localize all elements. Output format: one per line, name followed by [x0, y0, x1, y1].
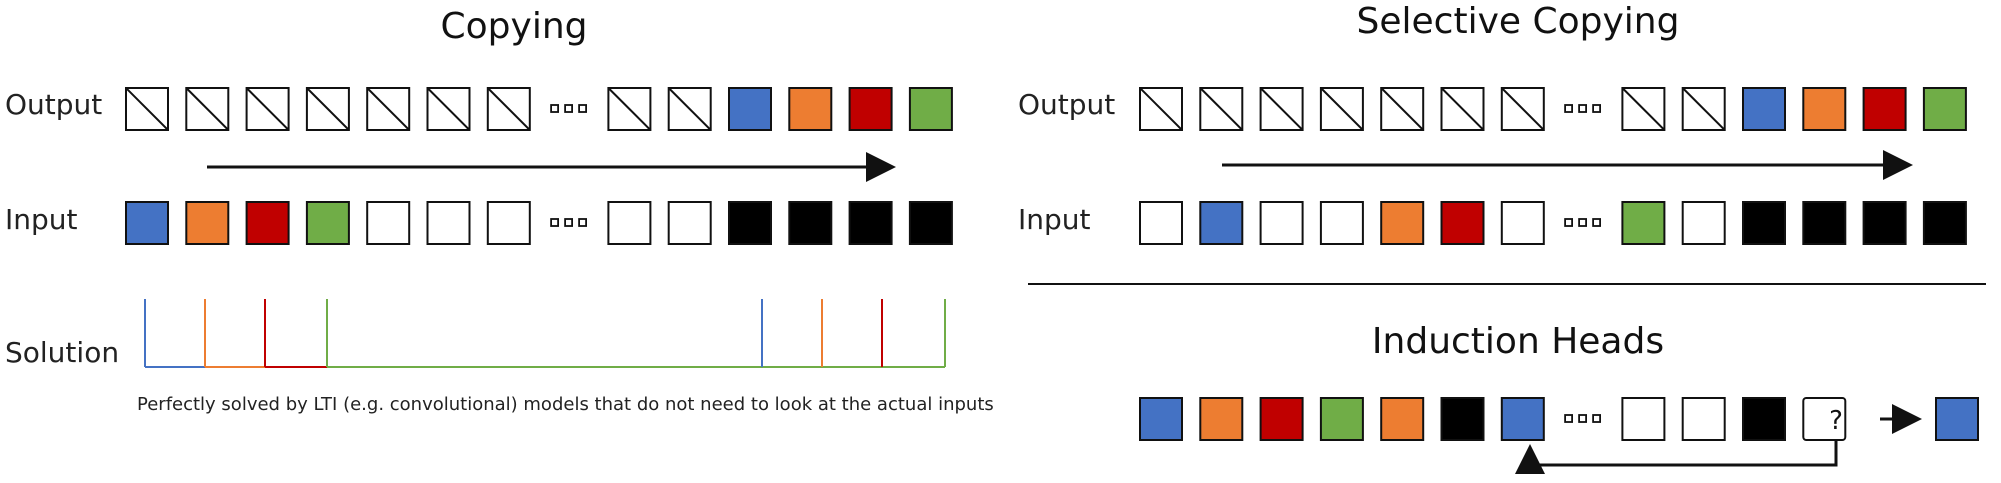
masked-slash [426, 87, 471, 131]
masked-slash [1440, 87, 1485, 131]
masked-slash [245, 87, 290, 131]
masked-slash [306, 87, 350, 131]
masked-slash [1621, 87, 1666, 131]
ellipsis-dots [1564, 218, 1601, 227]
selective-input-token-white [1500, 201, 1545, 245]
selective-input-label: Input [1018, 203, 1091, 236]
masked-slash [1681, 87, 1726, 131]
copying-output-token-red [848, 87, 893, 131]
selective-input-token-white [1259, 201, 1304, 245]
selective-input-row [1139, 201, 1967, 245]
copying-input-token-white [426, 201, 471, 245]
copying-output-token-green [908, 87, 953, 131]
masked-slash [1139, 87, 1183, 131]
copying-output-token-blue [728, 87, 772, 131]
induction-lookback-arrow [1515, 440, 1838, 474]
copying-input-label: Input [5, 203, 78, 236]
ellipsis-dots [550, 104, 587, 113]
masked-slash [487, 87, 531, 131]
copying-input-token-white [667, 201, 712, 245]
copying-input-token-white [607, 201, 652, 245]
induction-token-blue [1139, 397, 1183, 441]
induction-token-white [1681, 397, 1726, 441]
copying-input-token-black [788, 201, 833, 245]
induction-heads-title: Induction Heads [1372, 321, 1664, 362]
induction-token-red [1259, 397, 1304, 441]
selective-output-row [1139, 87, 1967, 131]
copying-input-token-white [366, 201, 411, 245]
masked-slash [1320, 87, 1364, 131]
induction-token-black [1742, 397, 1786, 441]
induction-token-white [1621, 397, 1666, 441]
induction-answer-token [1935, 397, 1979, 441]
masked-slash [1380, 87, 1424, 131]
ellipsis-dots [1564, 414, 1601, 423]
copying-input-row [125, 201, 953, 245]
masked-slash [1259, 87, 1304, 131]
induction-token-black [1440, 397, 1485, 441]
selective-output-token-red [1862, 87, 1907, 131]
selective-copying-title: Selective Copying [1357, 1, 1680, 42]
induction-token-query [1802, 397, 1847, 441]
copying-input-token-black [908, 201, 953, 245]
copying-input-token-green [305, 201, 350, 245]
selective-input-token-red [1440, 201, 1485, 245]
copying-output-row [125, 87, 953, 131]
selective-input-token-black [1922, 201, 1967, 245]
selective-input-token-orange [1380, 201, 1425, 245]
masked-slash [1501, 87, 1545, 131]
copying-input-token-orange [185, 201, 230, 245]
copying-title: Copying [441, 6, 588, 47]
masked-slash [607, 87, 652, 131]
selective-input-token-black [1742, 201, 1786, 245]
ellipsis-dots [1564, 104, 1601, 113]
induction-token-orange [1199, 397, 1244, 441]
masked-slash [125, 87, 169, 131]
selective-input-token-blue [1199, 201, 1244, 245]
selective-output-token-blue [1742, 87, 1786, 131]
copying-solution-plot [144, 299, 946, 368]
selective-output-label: Output [1018, 88, 1115, 121]
copying-input-token-black [848, 201, 893, 245]
copying-input-token-blue [125, 201, 169, 245]
masked-slash [1199, 87, 1244, 131]
selective-input-token-white [1681, 201, 1726, 245]
induction-token-orange [1380, 397, 1425, 441]
selective-output-token-orange [1802, 87, 1847, 131]
masked-slash [185, 87, 230, 131]
copying-caption: Perfectly solved by LTI (e.g. convolutio… [137, 394, 994, 415]
selective-input-token-black [1802, 201, 1847, 245]
selective-input-token-green [1621, 201, 1666, 245]
masked-slash [667, 87, 712, 131]
copying-input-token-black [728, 201, 772, 245]
query-mark: ? [1829, 406, 1843, 436]
selective-input-token-white [1319, 201, 1364, 245]
selective-output-token-green [1922, 87, 1967, 131]
copying-input-token-red [245, 201, 290, 245]
copying-output-label: Output [5, 88, 102, 121]
selective-input-token-black [1862, 201, 1907, 245]
induction-token-green [1319, 397, 1364, 441]
ellipsis-dots [550, 218, 587, 227]
induction-sequence-row [1139, 397, 1847, 441]
masked-slash [366, 87, 410, 131]
copying-solution-label: Solution [5, 336, 119, 369]
copying-output-token-orange [788, 87, 833, 131]
induction-token-blue [1500, 397, 1545, 441]
selective-input-token-white [1139, 201, 1183, 245]
copying-input-token-white [486, 201, 531, 245]
